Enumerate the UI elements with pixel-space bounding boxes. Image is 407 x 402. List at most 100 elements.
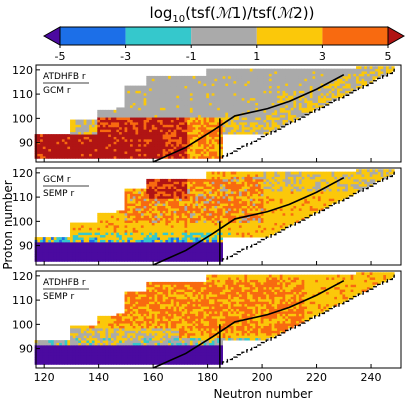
heatmap-cell: [179, 109, 183, 113]
heatmap-cell: [203, 124, 207, 128]
heatmap-cell: [266, 215, 270, 219]
heatmap-cell: [127, 195, 131, 199]
heatmap-cell: [206, 151, 210, 154]
heatmap-cell: [353, 71, 357, 74]
heatmap-cell: [78, 124, 82, 128]
heatmap-cell: [263, 119, 267, 123]
heatmap-cell: [151, 244, 155, 248]
heatmap-cell: [279, 112, 283, 116]
heatmap-cell: [80, 232, 85, 236]
heatmap-cell: [285, 212, 289, 216]
heatmap-cell: [233, 71, 237, 74]
heatmap-cell: [127, 114, 131, 118]
heatmap-cell: [80, 153, 85, 157]
heatmap-cell: [184, 198, 188, 202]
heatmap-cell: [67, 256, 71, 260]
heatmap-cell: [157, 105, 161, 108]
heatmap-cell: [168, 121, 172, 125]
heatmap-cell: [75, 151, 79, 154]
heatmap-cell: [317, 78, 322, 82]
heatmap-cell: [236, 227, 240, 231]
heatmap-cell: [228, 234, 232, 238]
heatmap-cell: [320, 97, 324, 101]
heatmap-cell: [78, 134, 82, 137]
heatmap-cell: [257, 195, 262, 199]
heatmap-cell: [94, 134, 98, 137]
heatmap-cell: [217, 203, 221, 206]
heatmap-cell: [206, 121, 210, 125]
heatmap-cell: [361, 83, 365, 87]
heatmap-cell: [266, 229, 270, 233]
heatmap-cell: [361, 78, 365, 82]
heatmap-cell: [176, 95, 180, 99]
heatmap-cell: [56, 151, 60, 154]
heatmap-cell: [121, 126, 125, 130]
heatmap-cell: [154, 105, 158, 108]
heatmap-cell: [211, 131, 215, 135]
heatmap-cell: [129, 205, 134, 209]
heatmap-cell: [244, 83, 248, 87]
heatmap-cell: [127, 155, 131, 159]
heatmap-cell: [236, 102, 240, 106]
heatmap-cell: [97, 229, 101, 233]
heatmap-cell: [157, 244, 161, 248]
heatmap-cell: [124, 244, 128, 248]
heatmap-cell: [127, 227, 131, 231]
heatmap-cell: [129, 92, 134, 96]
heatmap-cell: [110, 251, 115, 255]
heatmap-cell: [334, 75, 338, 79]
heatmap-cell: [293, 105, 297, 108]
heatmap-cell: [255, 117, 259, 120]
heatmap-cell: [181, 109, 185, 113]
heatmap-cell: [206, 75, 210, 79]
heatmap-cell: [192, 136, 196, 140]
heatmap-cell: [176, 229, 180, 233]
heatmap-cell: [189, 117, 194, 120]
heatmap-cell: [78, 126, 82, 130]
heatmap-cell: [116, 136, 120, 140]
heatmap-cell: [290, 95, 294, 99]
heatmap-cell: [140, 234, 144, 238]
heatmap-cell: [263, 78, 267, 82]
heatmap-cell: [135, 129, 139, 133]
heatmap-cell: [135, 107, 139, 111]
heatmap-cell: [198, 112, 202, 116]
heatmap-cell: [255, 224, 259, 228]
heatmap-cell: [247, 117, 251, 120]
heatmap-cell: [353, 83, 357, 87]
heatmap-cell: [187, 200, 191, 204]
heatmap-cells: [34, 169, 395, 262]
heatmap-cell: [200, 195, 204, 199]
heatmap-cell: [184, 195, 188, 199]
heatmap-cell: [364, 75, 368, 79]
heatmap-cell: [206, 141, 210, 145]
heatmap-cell: [108, 212, 112, 216]
heatmap-cell: [230, 227, 234, 231]
heatmap-cell: [105, 148, 109, 152]
heatmap-cell: [146, 148, 150, 152]
heatmap-cell: [260, 220, 264, 223]
heatmap-cell: [214, 249, 218, 253]
heatmap-cell: [230, 95, 234, 99]
heatmap-cell: [192, 258, 196, 262]
heatmap-cell: [100, 251, 104, 255]
heatmap-cell: [135, 222, 139, 226]
heatmap-cell: [135, 97, 139, 101]
heatmap-cell: [219, 232, 223, 236]
heatmap-cell: [154, 249, 158, 253]
heatmap-cell: [211, 220, 215, 223]
heatmap-cell: [208, 100, 213, 103]
heatmap-cell: [268, 205, 273, 209]
heatmap-cell: [192, 203, 196, 206]
heatmap-cell: [208, 208, 213, 211]
heatmap-cell: [257, 212, 262, 216]
heatmap-cell: [181, 208, 185, 211]
heatmap-cell: [195, 254, 199, 257]
heatmap-cell: [121, 237, 125, 240]
heatmap-cell: [293, 208, 297, 211]
heatmap-cell: [154, 148, 158, 152]
heatmap-cell: [127, 205, 131, 209]
heatmap-cell: [312, 100, 316, 103]
heatmap-cell: [214, 80, 218, 84]
heatmap-cell: [208, 237, 213, 240]
